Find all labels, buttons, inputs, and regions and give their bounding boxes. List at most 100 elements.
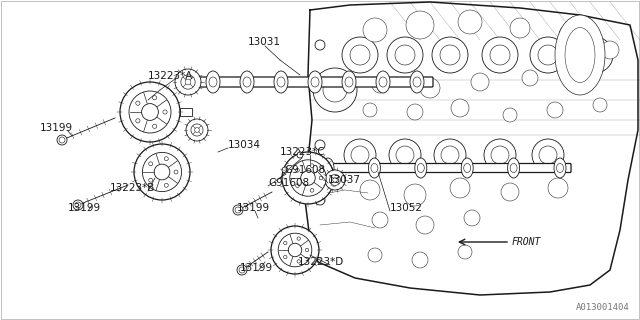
Circle shape [351, 146, 369, 164]
Ellipse shape [209, 77, 217, 87]
Text: 13031: 13031 [248, 37, 281, 47]
FancyBboxPatch shape [180, 108, 192, 116]
Circle shape [333, 178, 337, 182]
Text: 13034: 13034 [228, 140, 261, 150]
Ellipse shape [240, 71, 254, 93]
Circle shape [538, 45, 558, 65]
Circle shape [315, 40, 325, 50]
Circle shape [239, 267, 245, 273]
Circle shape [593, 98, 607, 112]
Text: G91608: G91608 [268, 178, 309, 188]
Circle shape [395, 45, 415, 65]
Circle shape [186, 119, 208, 141]
Text: G91608: G91608 [284, 165, 325, 175]
Circle shape [323, 78, 347, 102]
Circle shape [297, 152, 303, 158]
Ellipse shape [345, 77, 353, 87]
Circle shape [416, 216, 434, 234]
Circle shape [484, 139, 516, 171]
Ellipse shape [369, 158, 380, 178]
Circle shape [136, 119, 140, 123]
Circle shape [372, 212, 388, 228]
Ellipse shape [311, 77, 319, 87]
Circle shape [297, 237, 300, 240]
Circle shape [432, 37, 468, 73]
Circle shape [181, 75, 195, 89]
Circle shape [301, 171, 316, 185]
Ellipse shape [277, 77, 285, 87]
Circle shape [490, 45, 510, 65]
Circle shape [471, 73, 489, 91]
Circle shape [522, 70, 538, 86]
Ellipse shape [410, 71, 424, 93]
Text: A013001404: A013001404 [576, 303, 630, 313]
Ellipse shape [324, 164, 332, 172]
FancyBboxPatch shape [307, 164, 571, 172]
Ellipse shape [464, 164, 470, 172]
Circle shape [288, 243, 301, 257]
Circle shape [464, 210, 480, 226]
Text: FRONT: FRONT [512, 237, 541, 247]
Text: 13223*C: 13223*C [280, 147, 326, 157]
Circle shape [296, 184, 300, 188]
Circle shape [282, 167, 288, 173]
Ellipse shape [461, 158, 473, 178]
Circle shape [175, 69, 201, 95]
Ellipse shape [308, 71, 322, 93]
Ellipse shape [510, 164, 517, 172]
Circle shape [363, 103, 377, 117]
Circle shape [532, 139, 564, 171]
Circle shape [278, 233, 312, 267]
Circle shape [387, 37, 423, 73]
Ellipse shape [557, 164, 563, 172]
Circle shape [163, 110, 167, 114]
Ellipse shape [554, 158, 566, 178]
Circle shape [539, 146, 557, 164]
Circle shape [342, 37, 378, 73]
Text: 13223*D: 13223*D [298, 257, 344, 267]
Ellipse shape [508, 158, 520, 178]
Circle shape [420, 78, 440, 98]
Circle shape [136, 101, 140, 105]
Circle shape [148, 162, 152, 166]
Circle shape [141, 104, 159, 120]
Ellipse shape [555, 15, 605, 95]
Circle shape [154, 164, 170, 180]
Circle shape [235, 207, 241, 213]
Ellipse shape [415, 158, 427, 178]
Circle shape [284, 255, 287, 259]
Circle shape [315, 195, 325, 205]
Ellipse shape [274, 71, 288, 93]
Circle shape [164, 183, 168, 187]
Circle shape [315, 140, 325, 150]
Circle shape [129, 91, 171, 133]
Ellipse shape [413, 77, 421, 87]
Circle shape [75, 202, 81, 208]
Circle shape [407, 104, 423, 120]
Ellipse shape [322, 158, 334, 178]
Circle shape [310, 188, 314, 192]
Ellipse shape [206, 71, 220, 93]
Circle shape [330, 174, 340, 186]
Circle shape [310, 164, 314, 167]
Circle shape [482, 37, 518, 73]
Circle shape [368, 248, 382, 262]
Text: 13223*B: 13223*B [110, 183, 156, 193]
Circle shape [185, 79, 191, 85]
Circle shape [174, 170, 178, 174]
Ellipse shape [243, 77, 251, 87]
Text: 13037: 13037 [328, 175, 361, 185]
Circle shape [530, 37, 566, 73]
Circle shape [134, 144, 190, 200]
Circle shape [233, 205, 243, 215]
Text: 13199: 13199 [68, 203, 101, 213]
Circle shape [164, 157, 168, 161]
Circle shape [510, 18, 530, 38]
Circle shape [237, 265, 247, 275]
Text: 13199: 13199 [40, 123, 73, 133]
Circle shape [406, 11, 434, 39]
Text: 13052: 13052 [390, 203, 423, 213]
Text: 13199: 13199 [237, 203, 270, 213]
Circle shape [450, 178, 470, 198]
Circle shape [297, 260, 300, 263]
